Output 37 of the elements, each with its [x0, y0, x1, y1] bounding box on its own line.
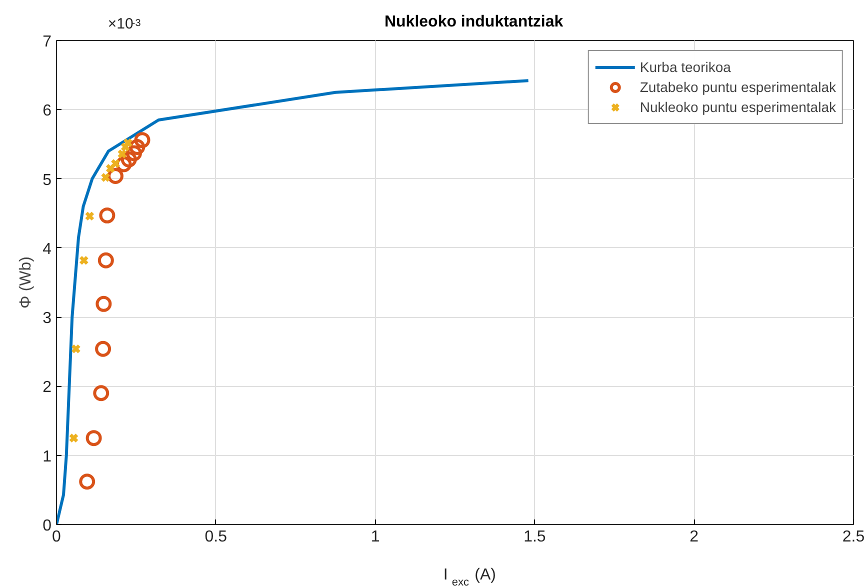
chart-title: Nukleoko induktantziak — [384, 14, 564, 30]
x-tick-label: 2 — [690, 528, 699, 546]
point — [122, 138, 133, 148]
point — [134, 132, 150, 148]
y-tick-label: 7 — [42, 34, 52, 50]
y-tick-label: 3 — [42, 310, 52, 328]
point — [68, 433, 79, 444]
x-tick-label: 1.5 — [524, 528, 546, 546]
y-tick-label: 1 — [42, 448, 52, 466]
point — [84, 211, 95, 222]
y-axis-title: Φ (Wb) — [18, 256, 35, 308]
point — [100, 172, 111, 182]
point — [95, 340, 112, 357]
line-series — [56, 79, 530, 524]
point — [96, 296, 112, 312]
x-tick-label: 1 — [370, 528, 380, 546]
point — [117, 148, 128, 159]
point — [86, 430, 102, 446]
point — [79, 474, 96, 490]
x-tick-label: 2.5 — [842, 528, 865, 546]
point — [98, 252, 114, 268]
legend-label: Nukleoko puntu esperimentalak — [640, 99, 836, 115]
point — [71, 344, 81, 354]
y-tick-label: 4 — [42, 240, 52, 258]
y-tick-label: 0 — [42, 518, 52, 534]
y-tick-label: 6 — [42, 102, 52, 120]
point — [120, 151, 137, 168]
legend-label: Zutabeko puntu esperimentalak — [640, 79, 836, 95]
y-tick-label: 5 — [42, 172, 52, 189]
point — [129, 138, 146, 155]
legend-label: Kurba teorikoa — [640, 59, 731, 75]
y-tick-label: 2 — [42, 379, 52, 396]
point — [78, 255, 89, 266]
x-tick-label: 0.5 — [204, 528, 228, 546]
point — [93, 385, 110, 402]
point — [99, 207, 116, 224]
point — [126, 145, 142, 162]
